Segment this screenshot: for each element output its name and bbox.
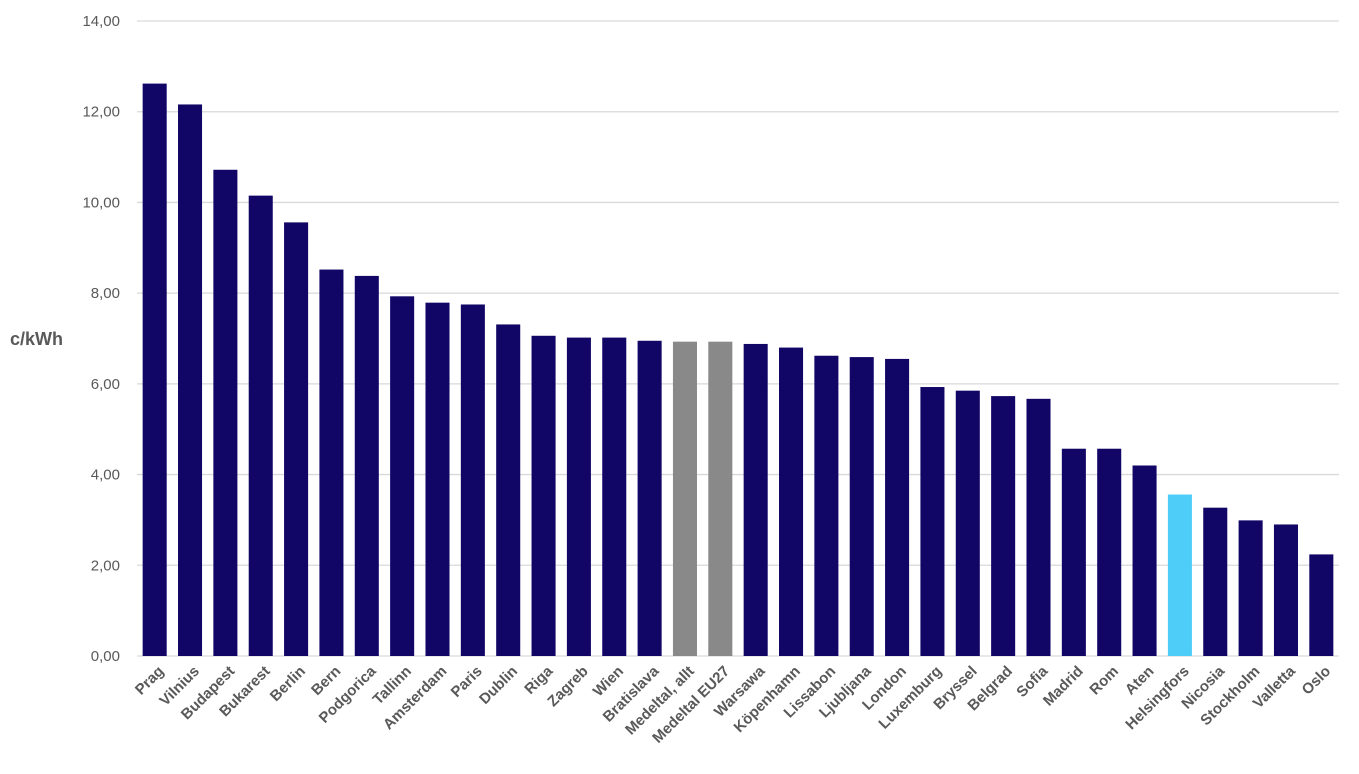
bar — [743, 343, 768, 656]
bar — [779, 347, 804, 656]
bar — [531, 335, 556, 656]
bar — [142, 83, 167, 657]
y-tick-label: 6,00 — [91, 376, 120, 393]
bar — [425, 302, 450, 656]
bar — [284, 222, 309, 656]
bar — [1238, 520, 1263, 656]
bar — [708, 341, 733, 656]
y-axis-ticks: 0,00 2,00 4,00 6,00 8,00 10,00 12,00 14,00 — [82, 13, 120, 665]
bar — [637, 340, 662, 656]
bar — [602, 337, 627, 656]
bar — [814, 355, 839, 656]
bar — [213, 169, 238, 656]
bar — [319, 269, 344, 656]
x-tick-label: Berlin — [267, 663, 309, 705]
y-tick-label: 2,00 — [91, 557, 120, 574]
bar — [1097, 448, 1122, 656]
bar — [354, 275, 379, 656]
bar — [1203, 507, 1228, 656]
y-tick-label: 0,00 — [91, 648, 120, 665]
bar — [955, 390, 980, 656]
bars — [142, 83, 1334, 657]
bar — [460, 304, 485, 656]
y-tick-label: 8,00 — [91, 285, 120, 302]
bar — [248, 195, 273, 656]
y-tick-label: 12,00 — [82, 104, 120, 121]
x-tick-label: Oslo — [1299, 663, 1335, 699]
bar — [1026, 398, 1051, 656]
x-tick-label: Madrid — [1040, 663, 1087, 710]
bar — [1309, 554, 1334, 656]
x-tick-label: Rom — [1086, 663, 1122, 699]
bar — [1273, 524, 1298, 656]
x-tick-label: Dublin — [476, 663, 521, 708]
gridlines — [137, 20, 1339, 657]
bar — [390, 296, 415, 656]
bar — [1061, 448, 1086, 656]
bar — [496, 324, 521, 656]
y-axis-title: c/kWh — [10, 329, 63, 349]
y-tick-label: 4,00 — [91, 467, 120, 484]
y-tick-label: 10,00 — [82, 194, 120, 211]
bar — [178, 104, 203, 656]
bar — [885, 358, 910, 656]
bar — [920, 387, 945, 656]
bar — [849, 357, 874, 656]
y-tick-label: 14,00 — [82, 13, 120, 30]
bar — [1132, 465, 1157, 656]
bar — [672, 341, 697, 656]
bar — [566, 337, 591, 656]
bar — [991, 396, 1016, 656]
bar — [1167, 494, 1192, 656]
